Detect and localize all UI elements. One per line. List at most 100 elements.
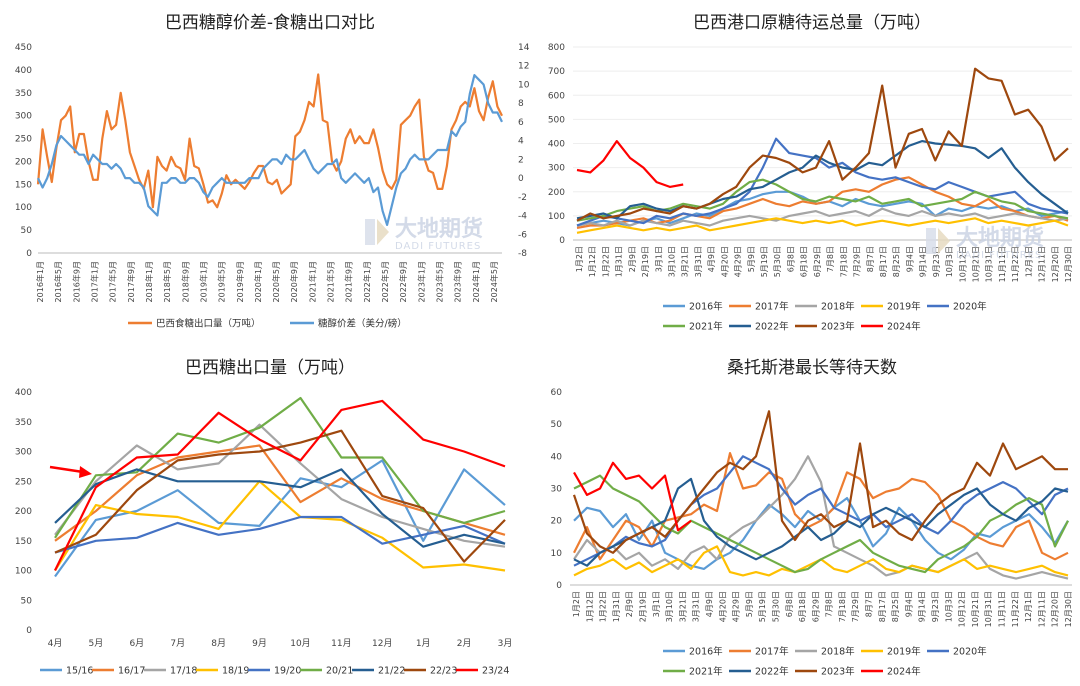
x-tick: 3月31日 bbox=[694, 246, 703, 277]
legend-item: 2017年 bbox=[729, 646, 789, 658]
x-tick: 7月8日 bbox=[825, 591, 834, 617]
legend-label: 15/16 bbox=[66, 666, 93, 677]
legend-item: 2022年 bbox=[729, 321, 789, 333]
series-line-2 bbox=[54, 423, 506, 548]
legend-item: 18/19 bbox=[196, 666, 249, 677]
x-tick: 5月 bbox=[89, 638, 104, 649]
x-tick: 10月 bbox=[290, 638, 310, 649]
legend-label: 16/17 bbox=[118, 666, 145, 677]
series-line-4 bbox=[54, 515, 506, 554]
legend-item: 2021年 bbox=[663, 321, 723, 333]
y-right-tick: -2 bbox=[518, 193, 527, 203]
x-tick: 2024年1月 bbox=[471, 261, 481, 302]
y-tick: 250 bbox=[15, 477, 32, 487]
y-tick: 300 bbox=[548, 164, 565, 174]
legend-label: 2017年 bbox=[755, 301, 789, 313]
x-tick: 8月17日 bbox=[879, 246, 888, 277]
legend-item: 2021年 bbox=[663, 666, 723, 678]
x-tick: 7月29日 bbox=[853, 246, 862, 277]
x-tick: 2月9日 bbox=[625, 591, 634, 617]
x-tick: 10月21日 bbox=[971, 591, 980, 627]
x-tick: 12月1日 bbox=[1024, 591, 1033, 622]
y-left-tick: 450 bbox=[15, 43, 32, 53]
x-tick: 2020年9月 bbox=[289, 261, 299, 302]
legend-label: 2019年 bbox=[887, 646, 921, 658]
x-tick: 2020年5月 bbox=[271, 261, 281, 302]
x-tick: 4月20日 bbox=[720, 246, 729, 277]
x-tick: 9月 bbox=[252, 638, 267, 649]
x-tick: 2019年1月 bbox=[198, 261, 208, 302]
series-line-6 bbox=[576, 140, 1069, 220]
chart-export-volume: 巴西糖出口量（万吨） 0 50 100 150 200 250 300 350 400 4月 5月 6… bbox=[15, 358, 513, 677]
watermark-text-cn: 大地期货 bbox=[956, 225, 1044, 251]
x-tick: 5月9日 bbox=[745, 591, 754, 617]
legend-label: 糖醇价差（美分/磅） bbox=[318, 318, 407, 330]
x-tick: 4月29日 bbox=[732, 591, 741, 622]
legend-item: 2024年 bbox=[861, 666, 921, 678]
x-tick: 2023年1月 bbox=[416, 261, 426, 302]
legend-label: 17/18 bbox=[170, 666, 197, 677]
legend-label: 21/22 bbox=[378, 666, 405, 677]
y-right-tick: 6 bbox=[518, 118, 524, 128]
y-tick: 0 bbox=[26, 626, 32, 636]
legend-item: 2019年 bbox=[861, 301, 921, 313]
y-tick: 350 bbox=[15, 418, 32, 428]
chart-sugar-ethanol-spread: 巴西糖醇价差-食糖出口对比 05010015020025030035040045… bbox=[15, 13, 530, 330]
x-tick: 5月19日 bbox=[758, 591, 767, 622]
x-tick: 3月31日 bbox=[692, 591, 701, 622]
x-tick: 11月 bbox=[331, 638, 351, 649]
arrow-annotation bbox=[49, 465, 92, 478]
legend-item: 2016年 bbox=[663, 301, 723, 313]
y-right-tick: 14 bbox=[518, 43, 530, 53]
y-tick: 500 bbox=[548, 115, 565, 125]
x-tick: 1月2日 bbox=[575, 246, 584, 272]
y-right-tick: -4 bbox=[518, 212, 527, 222]
x-tick: 3月21日 bbox=[681, 246, 690, 277]
x-tick: 1月31日 bbox=[612, 591, 621, 622]
x-tick: 12月11日 bbox=[1038, 246, 1047, 282]
series-line-6 bbox=[573, 477, 1069, 567]
x-tick: 8月 bbox=[211, 638, 226, 649]
x-tick: 2017年9月 bbox=[126, 261, 136, 302]
x-tick: 8月7日 bbox=[866, 246, 875, 272]
x-tick: 2017年1月 bbox=[89, 261, 99, 302]
x-tick: 2月19日 bbox=[638, 591, 647, 622]
watermark-text-en: DADI FUTURES bbox=[956, 250, 1042, 261]
x-tick: 3月10日 bbox=[668, 246, 677, 277]
x-tick: 2017年5月 bbox=[108, 261, 118, 302]
y-tick: 400 bbox=[15, 388, 32, 398]
x-tick: 2019年5月 bbox=[217, 261, 227, 302]
x-tick: 10月31日 bbox=[984, 591, 993, 627]
legend-item: 2020年 bbox=[927, 646, 987, 658]
x-tick: 1月12日 bbox=[588, 246, 597, 277]
series-line-8 bbox=[54, 399, 506, 571]
x-tick: 11月22日 bbox=[1011, 591, 1020, 627]
x-tick: 9月23日 bbox=[932, 246, 941, 277]
y-right-tick: 0 bbox=[518, 174, 524, 184]
series-line-3 bbox=[54, 480, 506, 572]
x-tick: 2020年1月 bbox=[253, 261, 263, 302]
legend-label: 2022年 bbox=[755, 666, 789, 678]
series-line-7 bbox=[54, 429, 506, 563]
series-line-2 bbox=[576, 207, 1069, 227]
x-tick: 6月18日 bbox=[798, 591, 807, 622]
x-tick: 11月11日 bbox=[998, 246, 1007, 282]
legend-item: 2017年 bbox=[729, 301, 789, 313]
x-tick: 4月29日 bbox=[734, 246, 743, 277]
x-tick: 7月29日 bbox=[851, 591, 860, 622]
x-tick: 4月20日 bbox=[718, 591, 727, 622]
y-tick: 700 bbox=[548, 67, 565, 77]
x-tick: 7月8日 bbox=[826, 246, 835, 272]
x-tick: 9月4日 bbox=[905, 246, 914, 272]
legend-label: 2018年 bbox=[821, 646, 855, 658]
x-tick: 2018年5月 bbox=[162, 261, 172, 302]
legend-label: 2019年 bbox=[887, 301, 921, 313]
x-tick: 2021年1月 bbox=[307, 261, 317, 302]
legend-item: 15/16 bbox=[40, 666, 93, 677]
x-tick: 2月19日 bbox=[641, 246, 650, 277]
x-tick: 3月10日 bbox=[665, 591, 674, 622]
